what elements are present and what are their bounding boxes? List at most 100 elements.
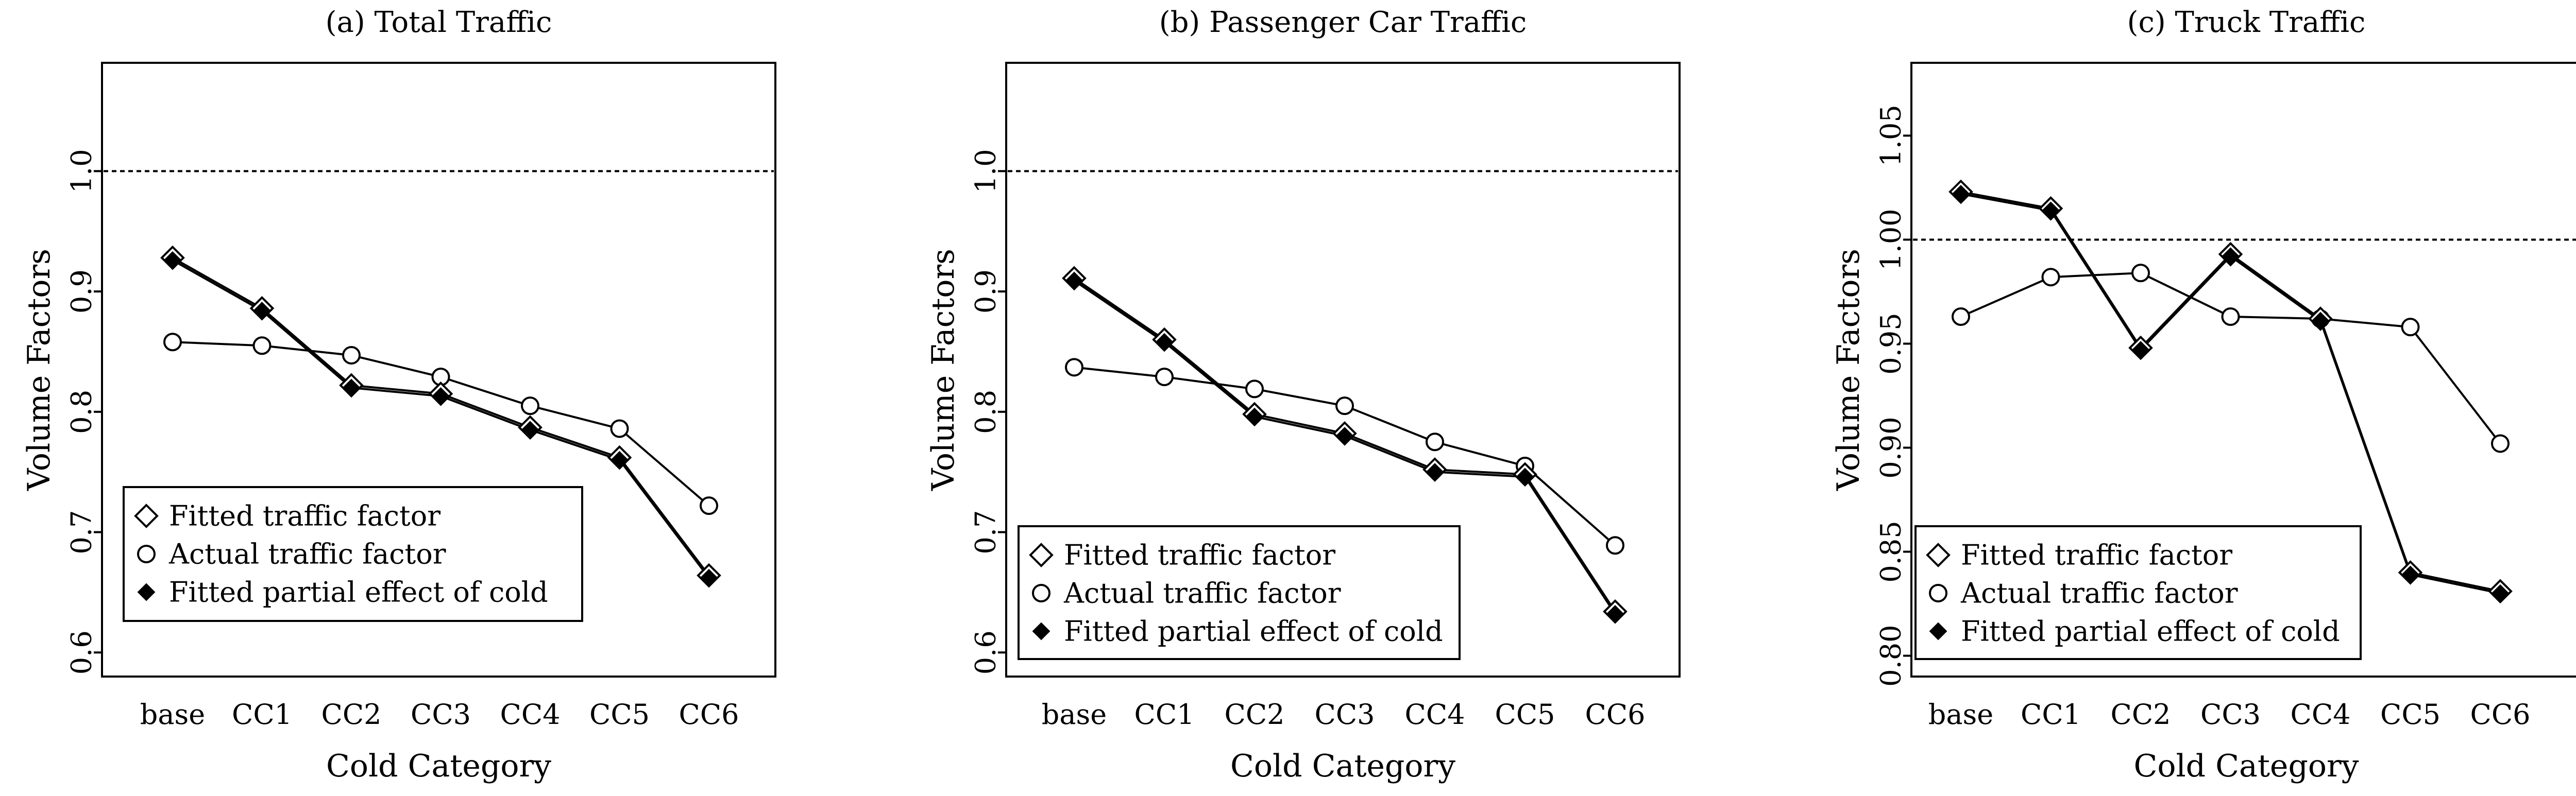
legend-marker-diamond-open: [134, 504, 159, 528]
data-point-circle-filled: [2311, 312, 2330, 330]
legend: Fitted traffic factor Actual traffic fact…: [1914, 525, 2362, 660]
data-point-circle-open: [2401, 318, 2420, 337]
data-point-circle-filled: [2401, 565, 2419, 584]
series-line-circle-open: [1960, 272, 2501, 444]
y-tick-label: 1.0: [970, 149, 1002, 193]
legend-marker-circle-filled: [1929, 622, 1947, 641]
x-tick-label: CC3: [411, 698, 471, 731]
data-point-circle-filled: [253, 302, 271, 320]
data-point-circle-filled: [342, 378, 361, 397]
data-point-circle-filled: [2491, 584, 2510, 602]
y-tick-label: 1.00: [1875, 209, 1907, 270]
legend-entry: Fitted partial effect of cold: [169, 576, 548, 609]
x-tick-label: CC4: [1405, 698, 1465, 731]
data-point-circle-open: [2131, 264, 2150, 283]
data-point-circle-filled: [1065, 271, 1083, 290]
series-line-circle-open: [172, 341, 710, 507]
chart-panel-3: (c) Truck Traffic 0.80 0.85 0.90 0.95 1.00 1.0…: [1831, 6, 2576, 784]
data-point-circle-filled: [2222, 247, 2240, 266]
chart-panel-1: (a) Total Traffic 0.6 0.7 0.8 0.9 1.0 base CC1 C…: [21, 6, 776, 784]
legend-marker-circle-filled: [137, 583, 156, 601]
data-point-circle-open: [1065, 358, 1083, 377]
legend-entry: Actual traffic factor: [168, 538, 446, 570]
y-tick-label: 0.9: [65, 269, 98, 314]
x-axis-label: Cold Category: [2133, 748, 2359, 784]
plot-area: [1005, 62, 1681, 678]
data-point-circle-open: [1245, 379, 1264, 399]
x-tick-label: CC2: [1225, 698, 1285, 731]
legend-entry: Actual traffic factor: [1063, 577, 1341, 610]
data-point-circle-open: [1335, 396, 1354, 416]
data-point-circle-open: [521, 396, 539, 416]
y-tick-label: 0.9: [970, 269, 1002, 314]
x-tick-label: CC1: [2021, 698, 2081, 731]
data-point-circle-open: [2221, 307, 2240, 326]
y-tick-label: 0.6: [970, 630, 1002, 674]
y-tick-label: 0.6: [65, 630, 98, 674]
y-tick-label: 0.95: [1875, 313, 1907, 374]
legend-marker-circle-open: [137, 545, 156, 563]
data-point-circle-open: [610, 419, 629, 438]
x-axis-label: Cold Category: [1230, 748, 1455, 784]
legend-marker-circle-filled: [1032, 622, 1050, 641]
x-tick-label: CC6: [2470, 698, 2531, 731]
legend-entry: Fitted partial effect of cold: [1961, 615, 2340, 648]
legend-marker-diamond-open: [1926, 543, 1951, 567]
x-tick-label: CC1: [1134, 698, 1195, 731]
y-axis-label: Volume Factors: [21, 249, 57, 491]
x-tick-label: CC5: [589, 698, 650, 731]
data-point-circle-filled: [432, 387, 450, 405]
y-tick-label: 0.80: [1875, 625, 1907, 686]
x-tick-label: CC5: [1495, 698, 1555, 731]
x-tick-label: CC6: [679, 698, 739, 731]
data-point-circle-open: [1952, 307, 1970, 326]
data-point-circle-open: [163, 333, 182, 352]
y-tick-label: 0.90: [1875, 417, 1907, 478]
legend-box: [1914, 525, 2362, 660]
legend-entry: Fitted traffic factor: [169, 500, 440, 532]
x-tick-label: CC1: [232, 698, 292, 731]
y-tick-label: 0.8: [970, 390, 1002, 434]
y-axis-label: Volume Factors: [1831, 249, 1867, 491]
legend: Fitted traffic factor Actual traffic fact…: [123, 486, 583, 622]
data-point-circle-filled: [2042, 201, 2060, 220]
chart-panel-2: (b) Passenger Car Traffic 0.6 0.7 0.8 0.9 1.0…: [925, 6, 1681, 784]
data-point-circle-open: [252, 336, 272, 355]
y-tick-label: 0.8: [65, 390, 98, 434]
legend-box: [1018, 525, 1461, 660]
y-tick-label: 0.85: [1875, 521, 1907, 582]
data-point-circle-open: [1606, 536, 1624, 555]
legend-marker-diamond-open: [1029, 543, 1054, 567]
x-tick-label: CC4: [2291, 698, 2351, 731]
x-tick-label: base: [1042, 698, 1107, 731]
data-point-circle-open: [342, 345, 361, 365]
data-point-circle-filled: [1155, 333, 1174, 351]
legend-box: [123, 486, 583, 622]
x-tick-label: CC6: [1585, 698, 1646, 731]
data-point-circle-open: [2491, 434, 2510, 453]
data-point-circle-open: [1426, 432, 1444, 452]
data-point-circle-open: [1155, 368, 1174, 387]
data-point-circle-filled: [1335, 427, 1354, 445]
x-axis-label: Cold Category: [326, 748, 551, 784]
y-tick-label: 1.05: [1875, 105, 1907, 166]
plot-area: [1910, 62, 2576, 678]
data-point-circle-filled: [1606, 605, 1624, 623]
legend-marker-circle-open: [1929, 584, 1947, 602]
x-tick-label: CC2: [321, 698, 382, 731]
x-tick-label: CC5: [2380, 698, 2441, 731]
legend-entry: Fitted traffic factor: [1961, 539, 2232, 572]
data-point-circle-filled: [611, 451, 629, 469]
data-point-circle-filled: [1516, 468, 1534, 486]
data-point-circle-filled: [1952, 185, 1970, 203]
data-point-circle-filled: [163, 251, 182, 269]
x-tick-label: CC3: [1315, 698, 1375, 731]
legend-marker-circle-open: [1032, 584, 1050, 602]
data-point-circle-open: [2041, 268, 2060, 287]
y-tick-label: 0.7: [65, 510, 98, 555]
data-point-circle-filled: [1426, 463, 1444, 481]
x-tick-label: base: [140, 698, 205, 731]
data-point-circle-open: [700, 496, 718, 515]
x-tick-label: CC4: [500, 698, 561, 731]
